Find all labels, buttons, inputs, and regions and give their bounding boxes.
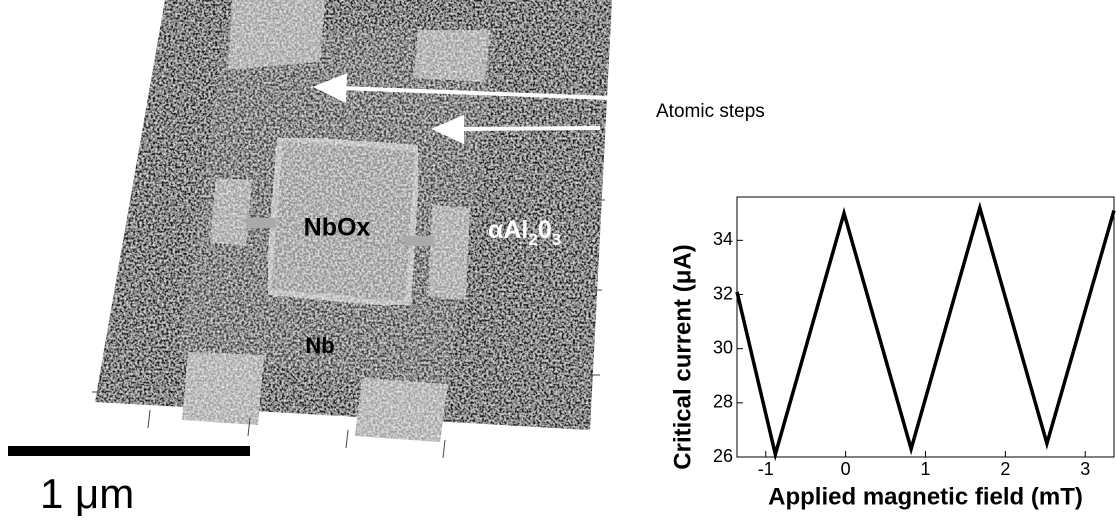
y-tick-label: 26 xyxy=(713,446,733,466)
x-tick-label: 0 xyxy=(841,459,851,479)
alumina-o: 0 xyxy=(538,216,552,244)
pad xyxy=(182,352,264,425)
y-tick-label: 32 xyxy=(713,283,733,303)
y-tick-label: 30 xyxy=(713,337,733,357)
scale-label: 1 μm xyxy=(40,470,134,517)
y-axis-label: Critical current (μA) xyxy=(669,244,696,469)
arrow-label: Atomic steps xyxy=(656,101,765,122)
afm-image: Atomic steps NbOx Nb αAl203 1 μm xyxy=(8,0,765,517)
y-tick-label: 28 xyxy=(713,392,733,412)
nb-label: Nb xyxy=(305,333,334,358)
chart: 26 28 30 32 34 -1 0 1 2 3 Applied magnetic field (… xyxy=(669,197,1114,510)
pad xyxy=(210,178,252,246)
x-tick-label: 3 xyxy=(1080,459,1090,479)
alumina-main: αAl xyxy=(488,216,528,244)
x-tick-label: -1 xyxy=(758,459,774,479)
x-tick-label: 2 xyxy=(1000,459,1010,479)
scale-bar xyxy=(8,446,250,456)
plot-frame xyxy=(737,197,1114,457)
pad xyxy=(428,205,470,300)
x-axis-label: Applied magnetic field (mT) xyxy=(768,483,1083,510)
alumina-sub: 3 xyxy=(552,230,561,249)
pad xyxy=(355,378,448,442)
pad xyxy=(414,30,490,82)
y-tick-label: 34 xyxy=(713,229,733,249)
nbox-label: NbOx xyxy=(304,214,371,242)
bridge xyxy=(404,236,434,246)
pad xyxy=(228,0,325,70)
bridge xyxy=(246,218,276,228)
figure: Atomic steps NbOx Nb αAl203 1 μm 2628303… xyxy=(0,0,1116,523)
alumina-sub: 2 xyxy=(528,230,537,249)
x-tick-label: 1 xyxy=(920,459,930,479)
data-line xyxy=(737,208,1114,454)
